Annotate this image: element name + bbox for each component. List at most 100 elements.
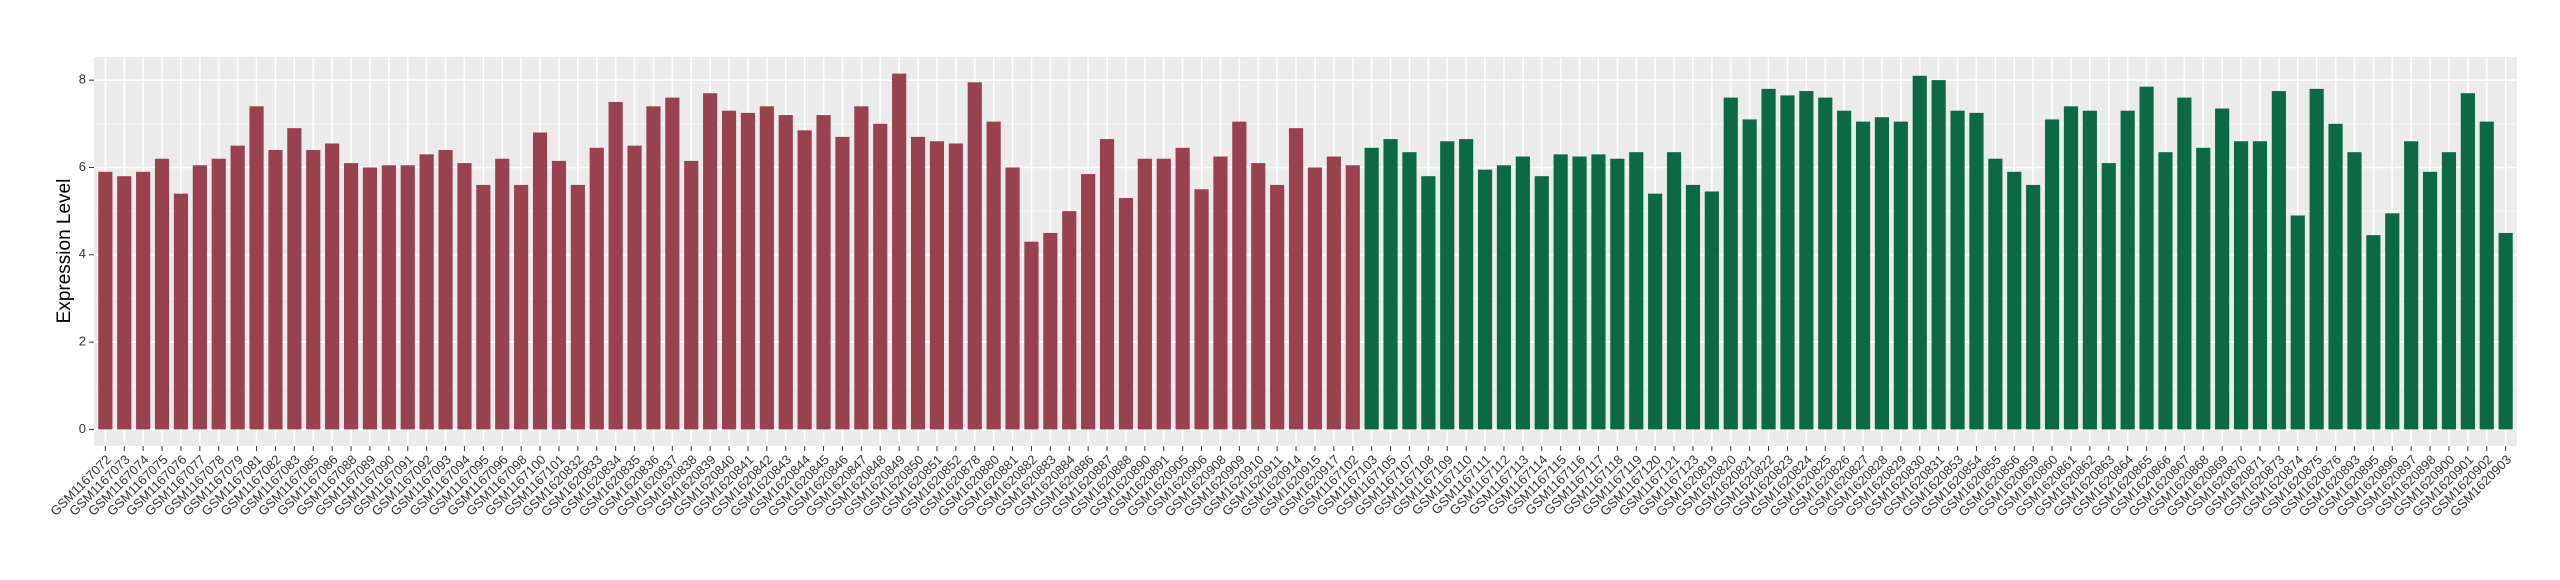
bar [1118,198,1134,430]
bar [986,121,1001,430]
bar [362,167,378,430]
bar [1629,152,1644,430]
bar [665,97,680,430]
bar [835,136,850,430]
y-axis-label: Expression Level [54,179,75,324]
bar [1837,110,1852,430]
bar [1648,193,1663,430]
bar [1704,191,1719,430]
bar [2252,141,2268,430]
bar [1062,211,1077,430]
bar [797,130,812,430]
bar [1553,154,1568,430]
bar [2328,123,2343,430]
bar [1610,158,1625,430]
bar [1383,139,1398,430]
bar [589,147,604,430]
bar [1534,176,1549,430]
bar [703,93,718,430]
bar [1099,139,1115,430]
bar [1496,165,1512,430]
bar [1232,121,1247,430]
bar [230,145,245,430]
bar [154,158,170,430]
bar [1081,174,1096,430]
bar [514,184,529,430]
bar [192,165,207,430]
bar [684,160,699,430]
bar [2082,110,2097,430]
bar [343,163,359,430]
bar [721,110,737,430]
bar [948,143,963,430]
bar [646,106,661,430]
bar [929,141,945,430]
bar [2233,141,2249,430]
bar [1137,158,1152,430]
bar [1402,152,1417,430]
bar [2271,91,2286,430]
bar [306,149,321,430]
bar [892,73,907,430]
bar [551,160,567,430]
bar [2460,93,2475,430]
bar [2404,141,2419,430]
bar [98,171,113,430]
bar [2026,184,2041,430]
bar [1345,165,1360,430]
bar [438,149,453,430]
bar [2366,235,2381,430]
bar [1364,147,1379,430]
bar [910,136,926,430]
bar [2309,88,2324,430]
bar [1515,156,1530,430]
bar [1874,117,1890,430]
bar [211,158,226,430]
bar [1855,121,1871,430]
y-tick-label: 6 [79,159,86,174]
y-tick-label: 4 [79,246,86,261]
bar [1950,110,1965,430]
bar [1477,169,1493,430]
bar [2158,152,2173,430]
bar [1988,158,2003,430]
bar [1591,154,1606,430]
bar [268,149,283,430]
bar [2139,86,2154,430]
bar [400,165,415,430]
bar [1251,163,1266,430]
bar [1175,147,1190,430]
bar [873,123,888,430]
bar [2120,110,2135,430]
bar [627,145,642,430]
bar [2215,108,2230,430]
bar [1213,156,1228,430]
bar [1685,184,1701,430]
bar [476,184,491,430]
bar [136,171,151,430]
bar [854,106,869,430]
bar [608,101,623,430]
bar [2385,213,2400,430]
bar [1270,184,1285,430]
bar [419,154,434,430]
bar [457,163,472,430]
bar [1893,121,1908,430]
bar [2441,152,2457,430]
bar [1194,189,1209,430]
bar [1288,128,1304,430]
bar [2177,97,2192,430]
bar [570,184,585,430]
bar [759,106,774,430]
bar [325,143,340,430]
y-tick-label: 8 [79,72,86,87]
bar [2290,215,2305,430]
bar [381,165,396,430]
bar [173,193,189,430]
bar [1742,119,1757,430]
bar [1799,91,1814,430]
bar [967,82,982,430]
bar [2422,171,2438,430]
bar [1156,158,1171,430]
